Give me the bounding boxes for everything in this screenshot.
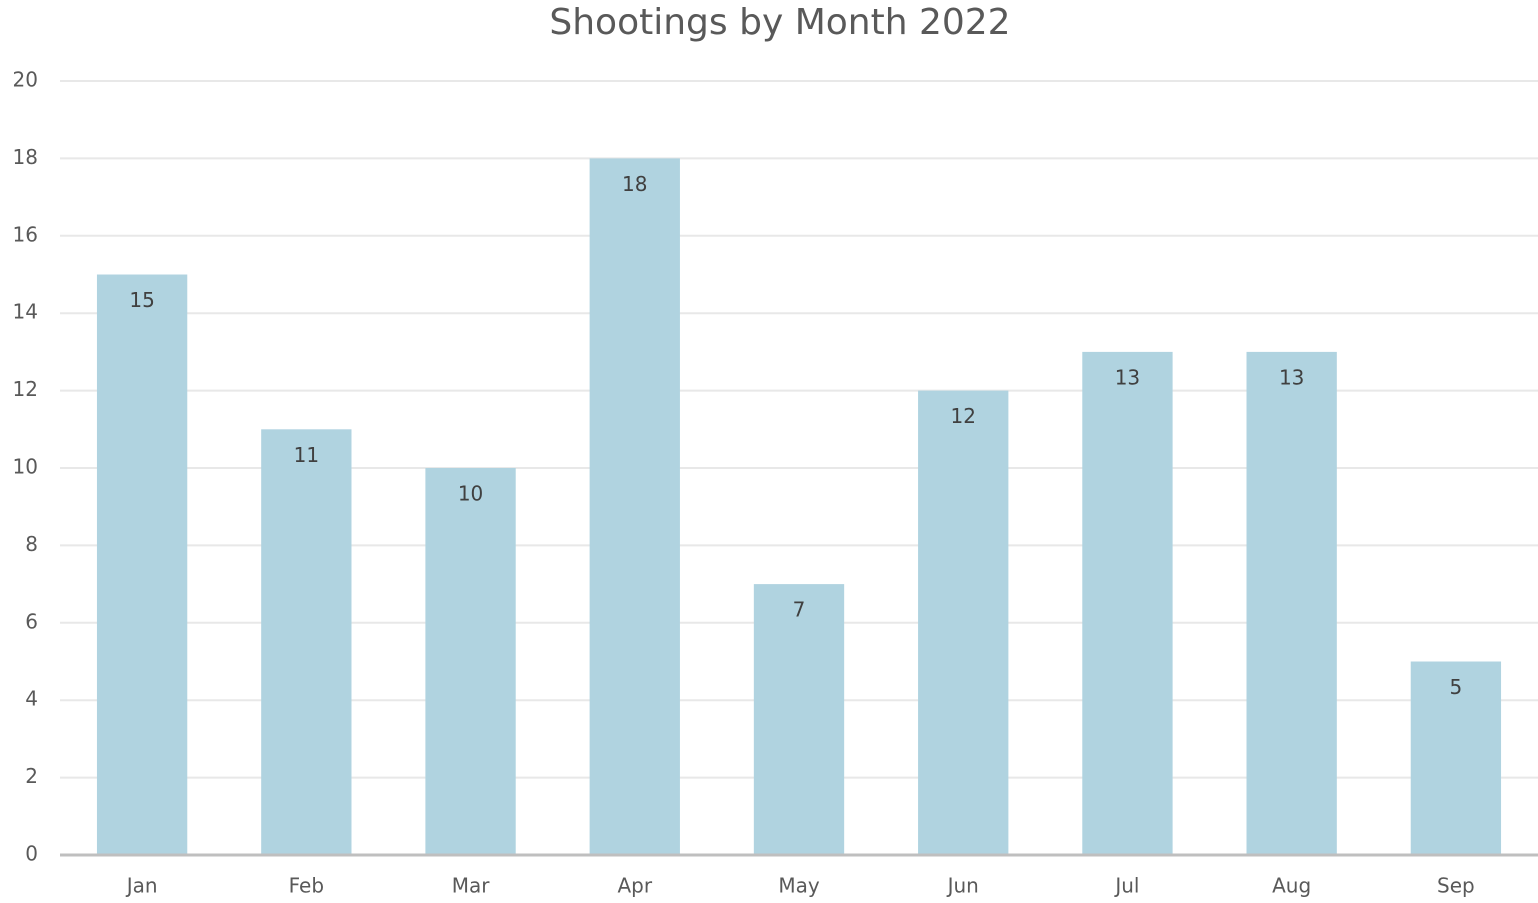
x-tick-label: Apr — [617, 874, 652, 898]
data-label: 7 — [793, 598, 806, 622]
bar — [1082, 351, 1173, 855]
data-label: 13 — [1115, 365, 1140, 389]
y-tick-label: 18 — [13, 145, 38, 169]
x-tick-label: Jan — [125, 874, 158, 898]
bar — [918, 390, 1009, 855]
x-tick-label: Jul — [1113, 874, 1139, 898]
y-tick-label: 10 — [13, 455, 38, 479]
data-label: 18 — [622, 172, 647, 196]
y-tick-label: 6 — [25, 609, 38, 633]
bar — [96, 274, 188, 855]
x-tick-label: Jun — [946, 874, 979, 898]
x-tick-label: Mar — [452, 874, 491, 898]
bar — [261, 429, 352, 855]
x-tick-label: Sep — [1437, 874, 1475, 898]
bar — [1246, 351, 1337, 855]
x-tick-label: Feb — [289, 874, 324, 898]
data-label: 5 — [1450, 675, 1463, 699]
data-label: 10 — [458, 482, 483, 506]
y-tick-label: 20 — [13, 68, 38, 92]
x-tick-label: May — [778, 874, 820, 898]
data-label: 11 — [294, 443, 319, 467]
y-tick-label: 12 — [13, 377, 38, 401]
data-label: 15 — [129, 288, 154, 312]
bar — [1410, 661, 1502, 855]
y-tick-label: 16 — [13, 222, 38, 246]
bar — [753, 584, 845, 855]
y-tick-label: 8 — [25, 532, 38, 556]
x-tick-label: Aug — [1272, 874, 1311, 898]
y-tick-label: 14 — [13, 300, 38, 324]
y-tick-label: 2 — [25, 764, 38, 788]
y-tick-label: 0 — [25, 842, 38, 866]
data-label: 12 — [950, 404, 975, 428]
bar — [589, 158, 680, 855]
bar — [425, 468, 516, 855]
y-tick-label: 4 — [25, 687, 38, 711]
data-label: 13 — [1279, 365, 1304, 389]
chart-title: Shootings by Month 2022 — [549, 2, 1010, 43]
